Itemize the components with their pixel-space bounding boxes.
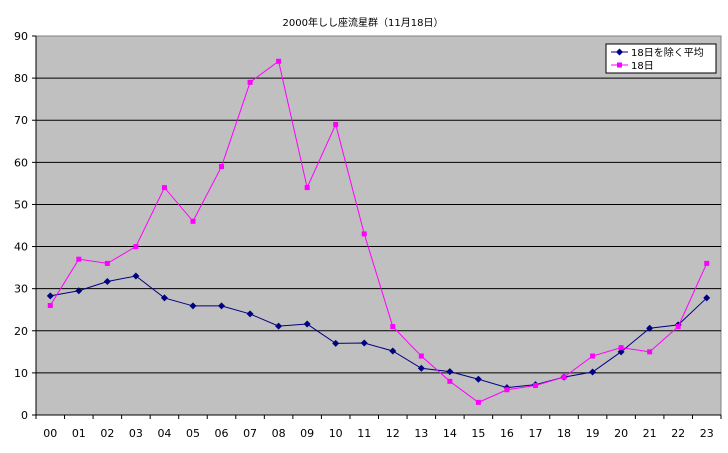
x-tick-label: 17 [528,427,542,440]
y-tick-label: 20 [14,325,28,338]
x-axis: 00 01 02 03 04 05 06 07 08 09 10 11 12 13 14 15 16 17 18 19… [35,414,722,440]
data-point [561,374,567,380]
data-point [304,185,310,191]
y-tick-label: 60 [14,156,28,169]
data-point [218,302,226,310]
data-point [447,378,453,384]
y-tick-label: 10 [14,367,28,380]
x-tick-label: 13 [414,427,428,440]
x-tick-label: 02 [100,427,114,440]
data-point [247,79,253,85]
data-point [190,218,196,224]
x-tick-label: 06 [215,427,229,440]
data-point [703,294,711,302]
y-tick-label: 50 [14,198,28,211]
data-point [617,62,622,68]
x-tick-label: 19 [586,427,600,440]
x-tick-label: 10 [329,427,343,440]
data-point [275,322,283,330]
y-axis: 0 10 20 30 40 50 60 70 80 90 [14,30,37,422]
data-point [75,287,83,295]
data-point [504,387,510,393]
data-point [646,324,654,332]
data-point [361,231,367,237]
legend-item: 18日を除く平均 [611,46,704,59]
data-point [46,292,54,300]
data-point [189,302,197,310]
data-point [133,244,139,250]
data-point [417,364,425,372]
data-point [303,320,311,328]
legend-label: 18日 [631,61,654,72]
data-point [246,310,254,318]
data-point [132,272,140,280]
data-point [474,375,482,383]
data-point [104,260,110,266]
data-point [103,278,111,286]
data-point [616,48,623,56]
x-tick-label: 12 [386,427,400,440]
data-point [475,399,481,405]
data-point [219,164,225,170]
x-tick-label: 23 [700,427,714,440]
data-point [276,58,282,64]
plot-area [35,35,722,416]
y-tick-label: 80 [14,72,28,85]
y-tick-label: 0 [21,409,28,422]
x-tick-label: 00 [43,427,57,440]
x-tick-label: 16 [500,427,514,440]
legend: 18日を除く平均 18日 [605,43,717,74]
x-tick-label: 14 [443,427,457,440]
x-tick-label: 18 [557,427,571,440]
x-tick-label: 11 [357,427,371,440]
data-point [160,294,168,302]
data-point [647,349,653,355]
y-tick-label: 40 [14,241,28,254]
x-tick-label: 21 [643,427,657,440]
series-group [46,58,711,405]
x-tick-label: 05 [186,427,200,440]
legend-box [605,43,717,74]
data-point [532,383,538,389]
series-line [49,60,708,403]
data-point [333,121,339,127]
data-point [332,339,340,347]
x-tick-label: 07 [243,427,257,440]
data-point [360,339,368,347]
y-tick-label: 70 [14,114,28,127]
data-point [675,324,681,330]
series-1 [47,58,710,405]
y-tick-label: 30 [14,283,28,296]
x-tick-label: 20 [614,427,628,440]
data-point [618,345,624,351]
grid [36,77,721,374]
y-tick-label: 90 [14,30,28,43]
data-point [76,256,82,262]
series-line [50,275,708,389]
x-tick-label: 15 [471,427,485,440]
data-point [446,368,454,376]
x-tick-label: 01 [72,427,86,440]
data-point [589,368,597,376]
x-tick-label: 22 [671,427,685,440]
data-point [389,347,397,355]
data-point [390,324,396,330]
legend-item: 18日 [611,61,654,72]
data-point [161,185,167,191]
x-tick-label: 09 [300,427,314,440]
x-tick-label: 08 [272,427,286,440]
x-tick-label: 04 [157,427,171,440]
data-point [590,353,596,359]
data-point [418,353,424,359]
legend-label: 18日を除く平均 [631,46,704,59]
x-tick-label: 03 [129,427,143,440]
chart-title: 2000年しし座流星群（11月18日） [283,16,444,29]
data-point [704,260,710,266]
data-point [47,303,53,309]
